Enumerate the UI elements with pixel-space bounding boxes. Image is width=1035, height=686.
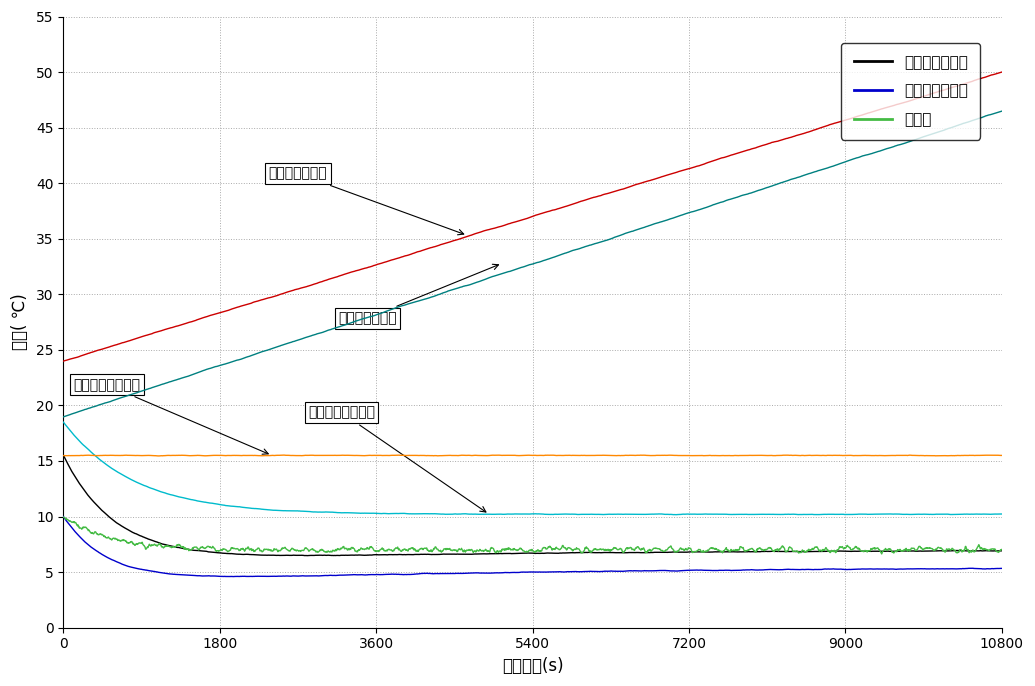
Text: 응축기출구온도: 응축기출구온도 bbox=[269, 167, 464, 235]
Legend: 증발기입구온도, 증발기출구온도, 외기온: 증발기입구온도, 증발기출구온도, 외기온 bbox=[841, 43, 980, 139]
X-axis label: 가동시간(s): 가동시간(s) bbox=[502, 657, 563, 675]
Text: 지하공기출구온도: 지하공기출구온도 bbox=[308, 405, 485, 512]
Text: 지하공기입구온도: 지하공기입구온도 bbox=[73, 378, 268, 454]
Y-axis label: 온도( ℃): 온도( ℃) bbox=[11, 294, 29, 351]
Text: 응축기입구온도: 응축기입구온도 bbox=[338, 264, 499, 325]
